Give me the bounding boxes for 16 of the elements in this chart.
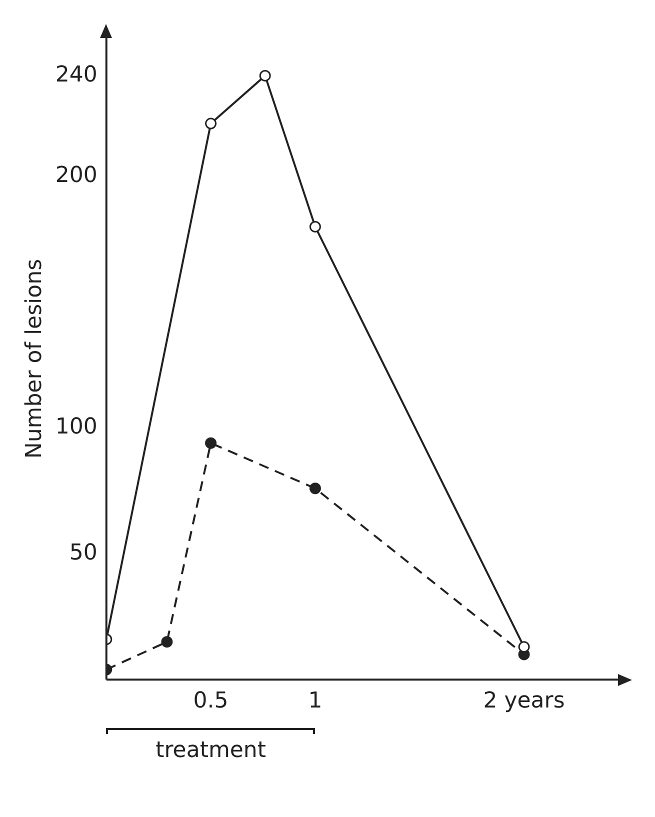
point — [309, 220, 321, 232]
point — [259, 70, 271, 82]
y-tick-label: 200 — [55, 163, 98, 188]
point — [518, 641, 530, 653]
y-tick-label: 50 — [69, 540, 98, 566]
point — [309, 482, 321, 494]
y-tick-label: 100 — [55, 414, 98, 440]
y-tick-label: 240 — [55, 62, 98, 88]
x-tick-label: 1 — [308, 688, 322, 714]
y-axis-title: Number of lesions — [22, 258, 47, 459]
text: treatment — [154, 738, 267, 763]
x-tick-label: 0.5 — [193, 688, 228, 714]
point — [205, 437, 217, 449]
x-tick-label: 2 years — [483, 688, 565, 714]
point — [205, 118, 217, 130]
point — [161, 636, 173, 648]
